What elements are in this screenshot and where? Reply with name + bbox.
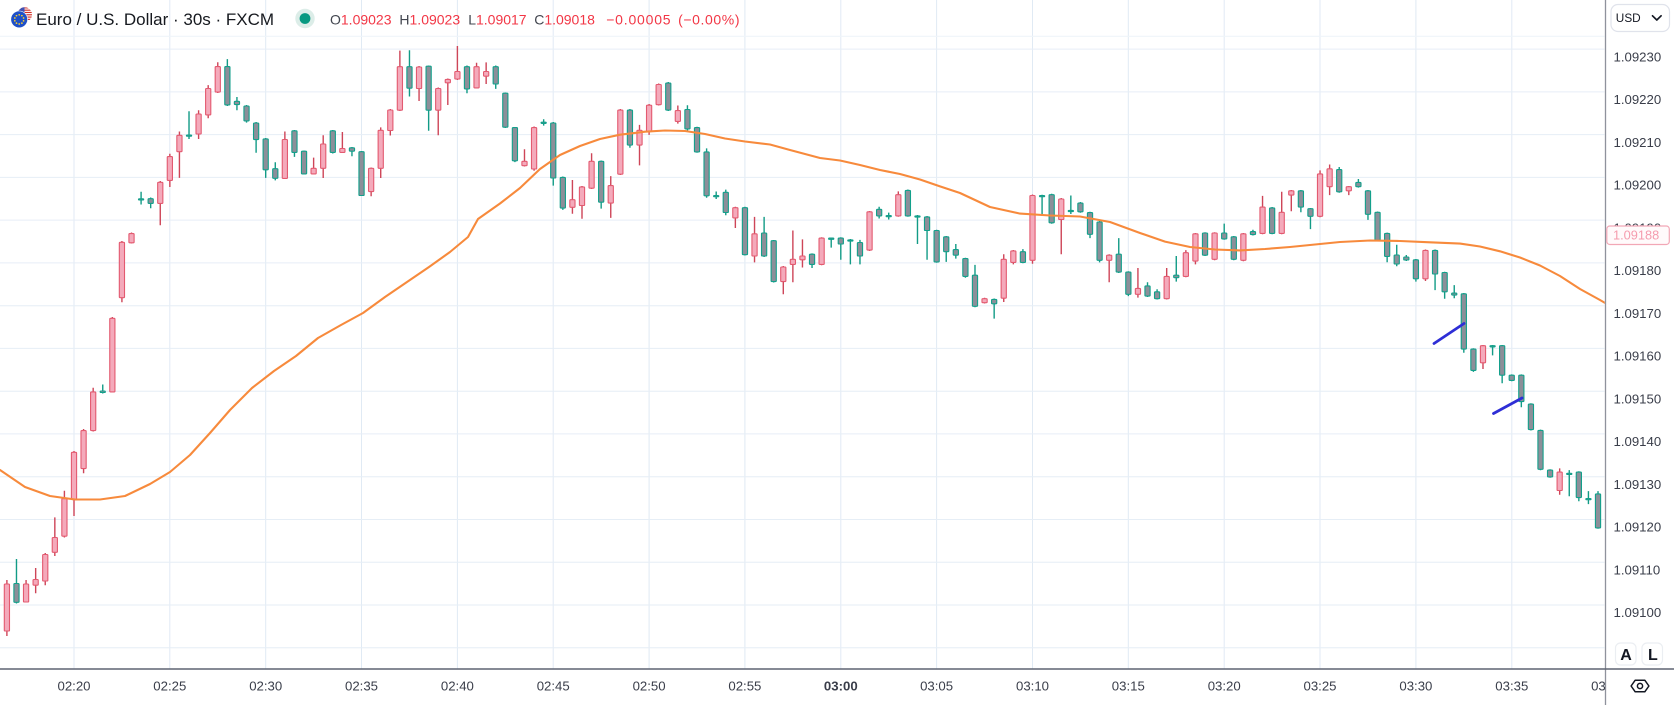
svg-text:03:10: 03:10: [1016, 679, 1049, 694]
svg-text:(−0.00%): (−0.00%): [678, 11, 740, 27]
svg-text:02:30: 02:30: [249, 679, 282, 694]
svg-text:L1.09017: L1.09017: [468, 11, 527, 27]
svg-text:1.09110: 1.09110: [1614, 562, 1661, 577]
svg-text:1.09180: 1.09180: [1614, 263, 1662, 278]
svg-text:03:30: 03:30: [1399, 679, 1432, 694]
svg-text:1.09100: 1.09100: [1614, 605, 1662, 620]
svg-text:1.09120: 1.09120: [1614, 520, 1662, 535]
svg-text:02:50: 02:50: [633, 679, 666, 694]
svg-text:C1.09018: C1.09018: [534, 11, 595, 27]
svg-text:02:35: 02:35: [345, 679, 378, 694]
svg-text:1.09140: 1.09140: [1614, 434, 1662, 449]
svg-text:1.09130: 1.09130: [1614, 477, 1662, 492]
svg-text:03:35: 03:35: [1495, 679, 1528, 694]
svg-text:Euro / U.S. Dollar · 30s · FXC: Euro / U.S. Dollar · 30s · FXCM: [36, 10, 274, 29]
svg-text:−0.00005: −0.00005: [606, 11, 671, 27]
svg-text:1.09210: 1.09210: [1614, 135, 1662, 150]
svg-text:1.09150: 1.09150: [1614, 391, 1662, 406]
svg-text:03:15: 03:15: [1112, 679, 1145, 694]
svg-text:A: A: [1620, 647, 1632, 664]
svg-text:03:40: 03:40: [1591, 679, 1624, 694]
svg-text:02:40: 02:40: [441, 679, 474, 694]
svg-text:02:20: 02:20: [57, 679, 90, 694]
svg-text:02:45: 02:45: [537, 679, 570, 694]
svg-text:1.09200: 1.09200: [1614, 178, 1662, 193]
svg-text:1.09170: 1.09170: [1614, 306, 1662, 321]
svg-text:03:20: 03:20: [1208, 679, 1241, 694]
svg-text:1.09220: 1.09220: [1614, 92, 1662, 107]
svg-text:02:55: 02:55: [728, 679, 761, 694]
svg-text:USD: USD: [1616, 11, 1641, 25]
svg-text:03:25: 03:25: [1303, 679, 1336, 694]
svg-text:1.09230: 1.09230: [1614, 49, 1662, 64]
svg-text:03:05: 03:05: [920, 679, 953, 694]
svg-text:H1.09023: H1.09023: [399, 11, 460, 27]
svg-text:1.09188: 1.09188: [1613, 228, 1659, 243]
svg-text:03:00: 03:00: [824, 679, 858, 694]
svg-text:L: L: [1648, 647, 1658, 664]
svg-text:02:25: 02:25: [153, 679, 186, 694]
svg-text:1.09160: 1.09160: [1614, 349, 1662, 364]
svg-text:O1.09023: O1.09023: [330, 11, 392, 27]
